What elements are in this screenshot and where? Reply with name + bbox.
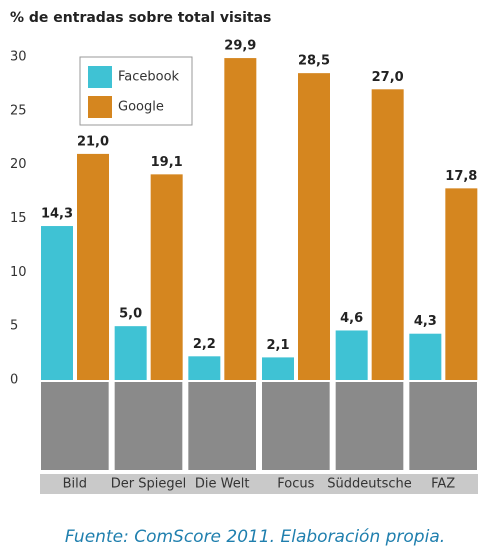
value-label: 29,9 [224, 39, 256, 54]
bar [335, 330, 368, 380]
legend-label: Google [118, 100, 164, 115]
value-label: 28,5 [298, 54, 330, 69]
chart-title: % de entradas sobre total visitas [10, 10, 271, 26]
x-tick-label: FAZ [431, 477, 455, 492]
value-label: 19,1 [151, 155, 183, 170]
bar [298, 73, 330, 381]
bar [262, 357, 294, 380]
value-label: 17,8 [445, 169, 477, 184]
y-tick-label: 0 [10, 373, 18, 388]
bar [77, 153, 109, 380]
x-tick-label: Bild [63, 477, 87, 492]
y-tick-label: 20 [10, 157, 27, 172]
y-tick-label: 15 [10, 211, 27, 226]
category-strip [40, 474, 478, 494]
bar [114, 326, 147, 380]
bar [188, 356, 221, 380]
cover-thumbnail [188, 382, 256, 470]
value-label: 2,2 [193, 337, 216, 352]
cover-thumbnail [409, 382, 477, 470]
value-label: 5,0 [119, 307, 142, 322]
source-note: Fuente: ComScore 2011. Elaboración propi… [65, 527, 445, 547]
bar [224, 58, 257, 381]
y-tick-label: 5 [10, 319, 18, 334]
cover-thumbnail [262, 382, 330, 470]
x-tick-label: Focus [277, 477, 314, 492]
cover-thumbnail [335, 382, 404, 470]
cover-thumbnail [114, 382, 183, 470]
bar [150, 174, 183, 380]
bar [371, 89, 404, 381]
value-label: 14,3 [41, 207, 73, 222]
value-label: 4,6 [340, 311, 363, 326]
x-tick-label: Die Welt [195, 477, 250, 492]
y-tick-label: 25 [10, 103, 27, 118]
legend-label: Facebook [118, 70, 180, 85]
bar [445, 188, 478, 380]
bar [409, 333, 442, 380]
value-label: 21,0 [77, 134, 109, 149]
y-tick-label: 30 [10, 50, 27, 65]
value-label: 4,3 [414, 314, 437, 329]
x-tick-label: Der Spiegel [111, 477, 186, 492]
legend-swatch [88, 96, 112, 118]
legend-swatch [88, 66, 112, 88]
x-tick-label: Süddeutsche [327, 477, 412, 492]
y-tick-label: 10 [10, 265, 27, 280]
value-label: 2,1 [266, 338, 289, 353]
value-label: 27,0 [372, 70, 404, 85]
cover-thumbnail [41, 382, 109, 470]
bar [41, 226, 73, 380]
